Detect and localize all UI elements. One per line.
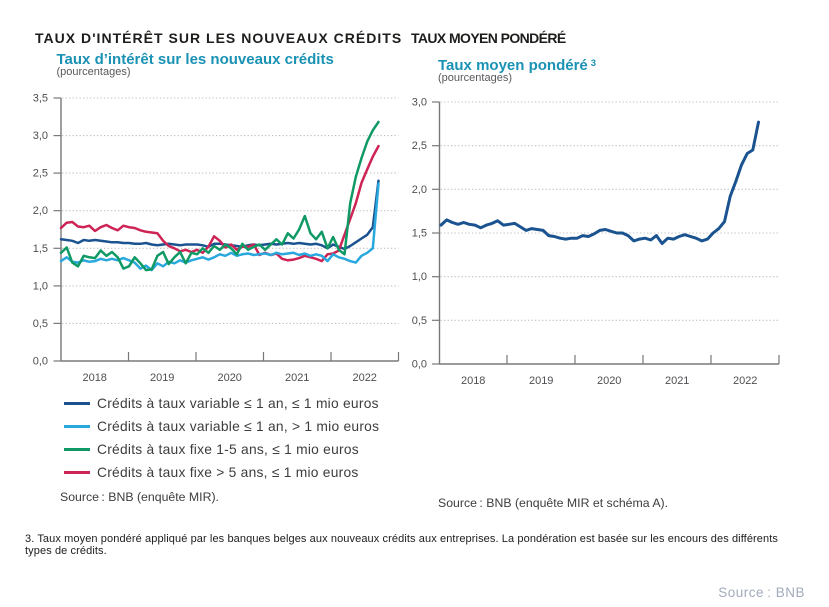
svg-text:2,0: 2,0 [33, 205, 48, 217]
svg-text:2020: 2020 [217, 372, 241, 384]
svg-text:2,5: 2,5 [412, 140, 427, 152]
svg-text:2019: 2019 [529, 375, 553, 387]
svg-text:2018: 2018 [82, 372, 106, 384]
svg-text:2019: 2019 [150, 372, 174, 384]
svg-text:0,5: 0,5 [33, 318, 48, 330]
svg-text:2022: 2022 [733, 375, 757, 387]
svg-text:0,0: 0,0 [33, 356, 48, 368]
svg-text:1,0: 1,0 [412, 271, 427, 283]
svg-text:0,0: 0,0 [412, 359, 427, 371]
svg-text:2020: 2020 [597, 375, 621, 387]
svg-text:2021: 2021 [285, 372, 309, 384]
svg-text:2,0: 2,0 [412, 184, 427, 196]
svg-text:2022: 2022 [352, 372, 376, 384]
svg-text:0,5: 0,5 [412, 315, 427, 327]
svg-text:2018: 2018 [461, 375, 485, 387]
svg-text:3,0: 3,0 [33, 130, 48, 142]
svg-text:3,0: 3,0 [412, 97, 427, 109]
svg-text:2,5: 2,5 [33, 168, 48, 180]
svg-text:1,0: 1,0 [33, 280, 48, 292]
svg-text:3,5: 3,5 [33, 93, 48, 105]
svg-text:1,5: 1,5 [33, 243, 48, 255]
svg-text:1,5: 1,5 [412, 228, 427, 240]
svg-text:2021: 2021 [665, 375, 689, 387]
